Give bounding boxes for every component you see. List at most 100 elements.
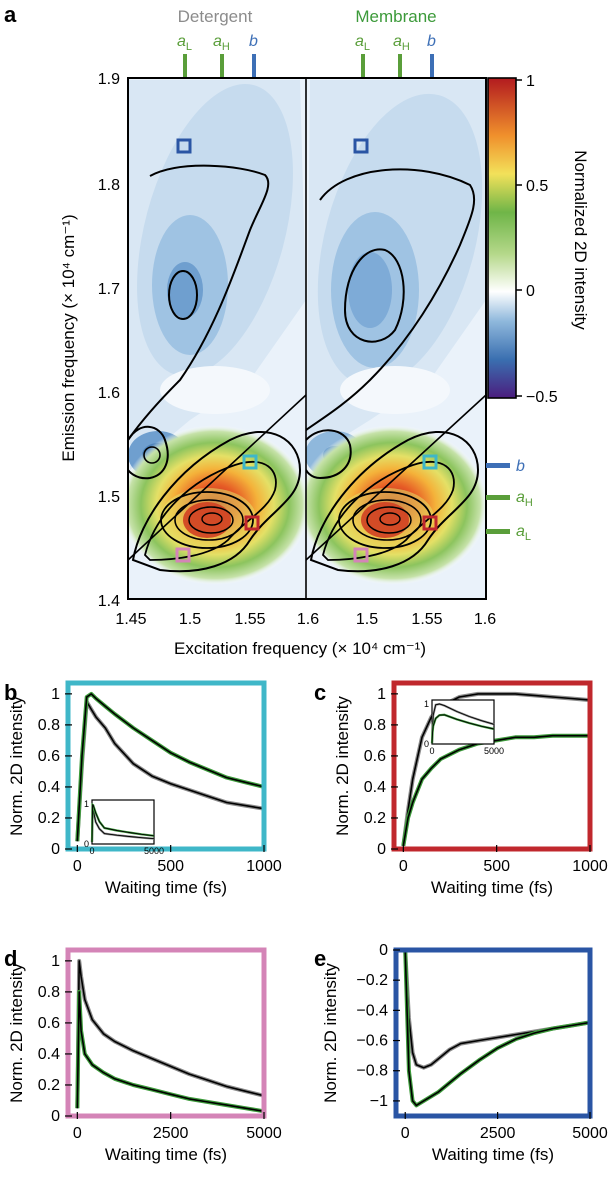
fit-b-detergent <box>76 700 265 842</box>
panel-b-plot: 0 0.2 0.4 0.6 0.8 1 0 500 1000 Waiting time (fs) N… <box>7 680 282 897</box>
heatmap-membrane <box>306 78 486 599</box>
panel-a-ylabel: Emission frequency (× 10⁴ cm⁻¹) <box>59 214 78 461</box>
xtick-c-0: 0 <box>399 858 408 875</box>
ytick-c-0: 0 <box>377 841 386 858</box>
heatmap-detergent <box>128 78 306 599</box>
xtick-a-4: 1.5 <box>356 611 378 628</box>
ytick-d-0: 0 <box>51 1108 60 1125</box>
cbar-tick-0: 1 <box>526 73 535 90</box>
inset-fit-c-membrane <box>431 714 495 744</box>
panel-a-xlabel: Excitation frequency (× 10⁴ cm⁻¹) <box>174 639 426 658</box>
marker-b-left: b <box>249 33 258 50</box>
marker-aL-right: aL <box>355 33 370 53</box>
square-blue-left <box>176 138 192 154</box>
square-red-right <box>422 515 438 531</box>
ytick-d-5: 1 <box>51 953 60 970</box>
panel-label-c: c <box>314 680 326 705</box>
ytick-a-4: 1.5 <box>98 489 120 506</box>
ylabel-e: Norm. 2D intensity <box>321 963 340 1103</box>
marker-aH-right: aH <box>393 33 410 53</box>
ytick-b-5: 1 <box>51 686 60 703</box>
panel-label-a: a <box>4 2 17 27</box>
colorbar-label: Normalized 2D intensity <box>571 150 590 330</box>
inset-xtick-b-0: 0 <box>89 846 94 856</box>
colorbar: 1 0.5 0 −0.5 Normalized 2D intensity <box>487 73 590 406</box>
ytick-c-5: 1 <box>377 686 386 703</box>
right-markers: b aH aL <box>486 458 533 543</box>
xtick-b-1: 500 <box>157 858 184 875</box>
bar-aL-right <box>361 54 365 79</box>
bar-b-left <box>252 54 256 79</box>
xtick-c-2: 1000 <box>572 858 608 875</box>
square-pink-left <box>175 547 191 563</box>
inset-c: 0 5000 0 1 <box>424 699 504 756</box>
xtick-a-1: 1.5 <box>179 611 201 628</box>
ytick-a-3: 1.6 <box>98 385 120 402</box>
fit-c-detergent <box>402 693 591 847</box>
panel-c-plot: 0 0.2 0.4 0.6 0.8 1 0 500 1000 Waiting time (fs) N… <box>333 680 608 897</box>
fit-b-membrane <box>76 693 265 842</box>
xlabel-d: Waiting time (fs) <box>105 1145 227 1164</box>
ytick-a-1: 1.8 <box>98 177 120 194</box>
ytick-e-5: −1 <box>370 1093 388 1110</box>
ylabel-d: Norm. 2D intensity <box>7 963 26 1103</box>
bar-b-side <box>486 463 510 468</box>
panel-d-plot: 0 0.2 0.4 0.6 0.8 1 0 2500 5000 Waiting time (fs)… <box>7 947 282 1164</box>
ytick-a-2: 1.7 <box>98 281 120 298</box>
header-detergent: Detergent <box>178 7 253 26</box>
xtick-d-1: 2500 <box>153 1125 189 1142</box>
cbar-tick-1: 0.5 <box>526 178 548 195</box>
ytick-b-0: 0 <box>51 841 60 858</box>
ytick-d-3: 0.6 <box>38 1015 60 1032</box>
ytick-a-0: 1.9 <box>98 71 120 88</box>
fit-d-detergent <box>76 960 265 1109</box>
square-blue-right <box>353 138 369 154</box>
ylabel-b: Norm. 2D intensity <box>7 696 26 836</box>
xtick-c-1: 500 <box>483 858 510 875</box>
xtick-e-2: 5000 <box>572 1125 608 1142</box>
frame-e <box>393 947 593 1119</box>
bar-b-right <box>430 54 434 79</box>
frame-c <box>391 680 593 852</box>
selection-squares <box>175 138 438 563</box>
ytick-b-4: 0.8 <box>38 717 60 734</box>
square-pink-right <box>353 547 369 563</box>
xtick-b-2: 1000 <box>246 858 282 875</box>
xtick-d-2: 5000 <box>246 1125 282 1142</box>
inset-ytick-c-0: 0 <box>424 739 429 749</box>
xlabel-b: Waiting time (fs) <box>105 878 227 897</box>
inset-fit-b-membrane <box>91 803 155 843</box>
ytick-a-5: 1.4 <box>98 593 120 610</box>
side-marker-aH: aH <box>516 489 533 509</box>
bar-aL-left <box>183 54 187 79</box>
xlabel-c: Waiting time (fs) <box>431 878 553 897</box>
ytick-d-1: 0.2 <box>38 1077 60 1094</box>
panel-a-xticks: 1.45 1.5 1.55 1.6 1.5 1.55 1.6 <box>115 611 496 628</box>
side-marker-b: b <box>516 458 525 475</box>
cbar-tick-2: 0 <box>526 283 535 300</box>
ytick-c-3: 0.6 <box>364 748 386 765</box>
cbar-tick-3: −0.5 <box>526 389 558 406</box>
ytick-e-0: 0 <box>379 942 388 959</box>
ytick-e-3: −0.6 <box>356 1033 388 1050</box>
ytick-b-2: 0.4 <box>38 779 60 796</box>
square-red-left <box>244 515 260 531</box>
panel-a-yticks: 1.9 1.8 1.7 1.6 1.5 1.4 <box>98 71 120 610</box>
panel-label-e: e <box>314 946 326 971</box>
bar-aH-right <box>398 54 402 79</box>
series-d-membrane <box>75 989 265 1114</box>
marker-aL-left: aL <box>177 33 192 53</box>
marker-aH-left: aH <box>213 33 230 53</box>
ytick-c-2: 0.4 <box>364 779 386 796</box>
inset-ytick-c-1: 1 <box>424 699 429 709</box>
square-cyan-left <box>242 454 258 470</box>
inset-fit-c-detergent <box>431 703 495 744</box>
xtick-a-0: 1.45 <box>115 611 146 628</box>
ytick-e-4: −0.8 <box>356 1063 388 1080</box>
square-cyan-right <box>422 454 438 470</box>
xlabel-e: Waiting time (fs) <box>432 1145 554 1164</box>
ytick-b-1: 0.2 <box>38 810 60 827</box>
panel-a-frame <box>127 77 487 600</box>
colorbar-gradient <box>487 77 517 399</box>
